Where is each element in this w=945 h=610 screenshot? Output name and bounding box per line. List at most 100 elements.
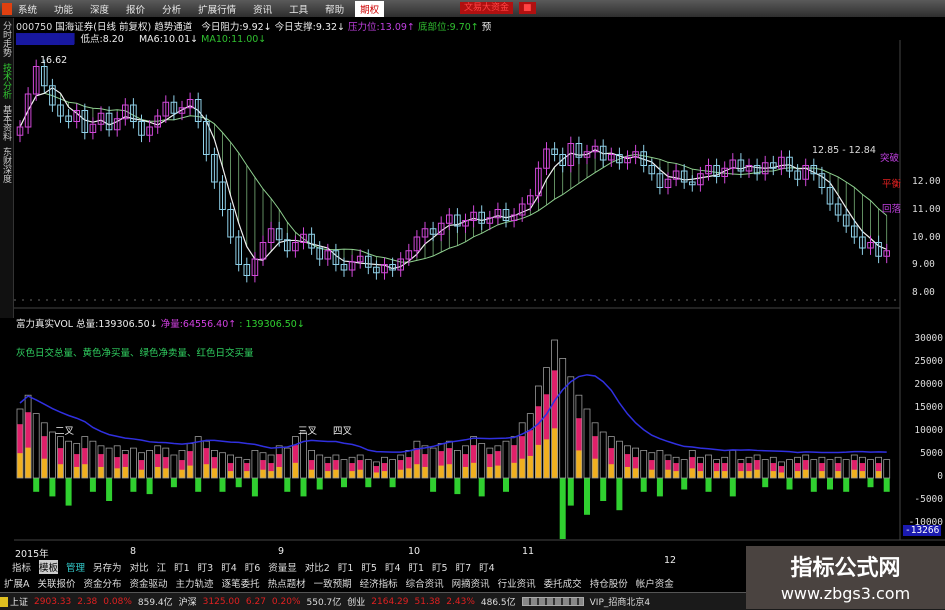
candle-body — [640, 151, 648, 166]
function-tab[interactable]: 一致预期 — [313, 579, 352, 590]
candle-body — [583, 151, 591, 158]
function-tab[interactable]: 资金分布 — [83, 579, 122, 590]
indicator-tab[interactable]: 盯6 — [244, 563, 261, 574]
buy-volume-bar — [405, 457, 412, 478]
candle-body — [32, 66, 40, 95]
menu-news[interactable]: 资讯 — [253, 4, 273, 16]
bottom-value: 9.70↑ — [449, 22, 479, 33]
function-tab[interactable]: 资金驱动 — [129, 579, 168, 590]
indicator-tab[interactable]: 盯5 — [432, 563, 448, 574]
net-buy-bar — [575, 450, 582, 478]
candle-body — [859, 236, 866, 249]
indicator-tab[interactable]: 另存为 — [93, 563, 122, 574]
total-volume-bar — [875, 456, 882, 479]
menu-depth[interactable]: 深度 — [90, 4, 110, 16]
function-tab[interactable]: 委托成交 — [543, 579, 582, 590]
net-buy-bar — [713, 471, 720, 478]
candle-body — [543, 148, 550, 169]
net-sell-bar — [883, 478, 890, 492]
candle-body — [203, 121, 210, 155]
volume-legend: 灰色日交总量、黄色净买量、绿色净卖量、红色日交买量 — [16, 348, 254, 359]
extra-value: : 139306.50↓ — [239, 319, 305, 330]
menu-help[interactable]: 帮助 — [325, 4, 345, 16]
buy-volume-bar — [794, 463, 801, 478]
menu-tools[interactable]: 工具 — [289, 4, 309, 16]
total-volume-bar — [850, 454, 858, 479]
indicator-tab[interactable]: 指标 — [12, 563, 32, 574]
tab-depth[interactable]: 东财深度 — [1, 147, 11, 183]
menu-quote[interactable]: 报价 — [126, 4, 146, 16]
menu-extended-market[interactable]: 扩展行情 — [198, 4, 237, 16]
total-volume-bar — [89, 440, 97, 479]
net-buy-bar — [98, 466, 104, 478]
volume-ma-line — [19, 374, 887, 454]
indicator-tab[interactable]: 盯7 — [455, 563, 472, 574]
indicator-tab[interactable]: 盯4 — [221, 563, 237, 574]
menu-function[interactable]: 功能 — [54, 4, 74, 16]
function-tab[interactable]: 关联报价 — [37, 579, 76, 590]
candle-body — [178, 107, 186, 114]
total-volume-bar — [283, 447, 291, 479]
volume-tick: -5000 — [914, 494, 943, 505]
function-tabs: 扩展A 关联报价 资金分布 资金驱动 主力轨迹 逐笔委托 热点题材 一致预期 经济指标 综合资讯网… — [0, 575, 945, 591]
buy-volume-bar — [373, 466, 380, 478]
candle-body — [446, 214, 453, 224]
candle-body — [49, 85, 56, 106]
total-volume-bar — [543, 367, 550, 479]
indicator-tab[interactable]: 资量显 — [268, 563, 297, 574]
candle-body — [251, 258, 259, 276]
function-tab[interactable]: 经济指标 — [359, 579, 398, 590]
indicator-tab[interactable]: 对比2 — [304, 563, 330, 574]
net-sell-bar — [616, 478, 623, 511]
function-tab[interactable]: 网摘资讯 — [451, 579, 490, 590]
big-fund-button[interactable]: 文易大资金 — [460, 2, 514, 14]
menu-system[interactable]: 系统 — [18, 4, 38, 16]
net-buy-bar — [470, 462, 477, 478]
function-tab[interactable]: 扩展A — [4, 579, 30, 590]
net-buy-bar — [632, 468, 639, 478]
menu-options[interactable]: 期权 — [355, 0, 385, 17]
indicator-tab[interactable]: 江 — [156, 563, 167, 574]
volume-tick: -10000 — [908, 517, 943, 528]
market-icon — [0, 596, 8, 607]
indicator-tab[interactable]: 模板 — [39, 560, 59, 574]
indicator-tab[interactable]: 管理 — [66, 563, 86, 574]
buy-volume-bar — [575, 418, 582, 478]
bottom-label: 底部位: — [417, 22, 450, 33]
indicator-tab[interactable]: 盯1 — [174, 563, 190, 574]
function-tab[interactable]: 热点题材 — [267, 579, 306, 590]
buy-volume-bar — [462, 454, 469, 478]
function-tab[interactable]: 帐户资金 — [635, 579, 674, 590]
indicator-tab[interactable]: 对比 — [129, 563, 149, 574]
menu-analysis[interactable]: 分析 — [162, 4, 182, 16]
broker-name[interactable]: VIP_招商北京4 — [589, 598, 651, 608]
extra-button[interactable]: ■ — [519, 2, 536, 14]
net-buy-bar — [851, 469, 858, 478]
net-buy-bar — [673, 471, 680, 478]
total-volume-bar — [648, 452, 656, 479]
total-volume-bar — [729, 449, 737, 479]
tab-fundamentals[interactable]: 基本资料 — [1, 105, 11, 141]
tab-technical[interactable]: 技术分析 — [1, 63, 11, 99]
indicator-tab[interactable]: 盯4 — [479, 563, 495, 574]
indicator-tab[interactable]: 盯3 — [197, 563, 214, 574]
candle-body — [656, 173, 664, 188]
buy-volume-bar — [778, 466, 785, 478]
tab-intraday[interactable]: 分时走势 — [1, 21, 11, 57]
indicator-tab[interactable]: 盯1 — [337, 563, 354, 574]
function-tab[interactable]: 综合资讯 — [405, 579, 444, 590]
buy-volume-bar — [162, 457, 169, 478]
indicator-tab[interactable]: 盯4 — [384, 563, 401, 574]
indicator-tab[interactable]: 盯1 — [408, 563, 425, 574]
candle-body — [834, 203, 842, 216]
candle-body — [567, 143, 575, 166]
function-tab[interactable]: 主力轨迹 — [175, 579, 214, 590]
function-tab[interactable]: 逐笔委托 — [221, 579, 260, 590]
total-volume-bar — [656, 449, 664, 479]
net-buy-bar — [422, 466, 428, 478]
function-tab[interactable]: 行业资讯 — [497, 579, 536, 590]
indicator-tab[interactable]: 盯5 — [361, 563, 377, 574]
function-tab[interactable]: 持仓股份 — [589, 579, 628, 590]
net-buy-bar — [859, 471, 866, 478]
